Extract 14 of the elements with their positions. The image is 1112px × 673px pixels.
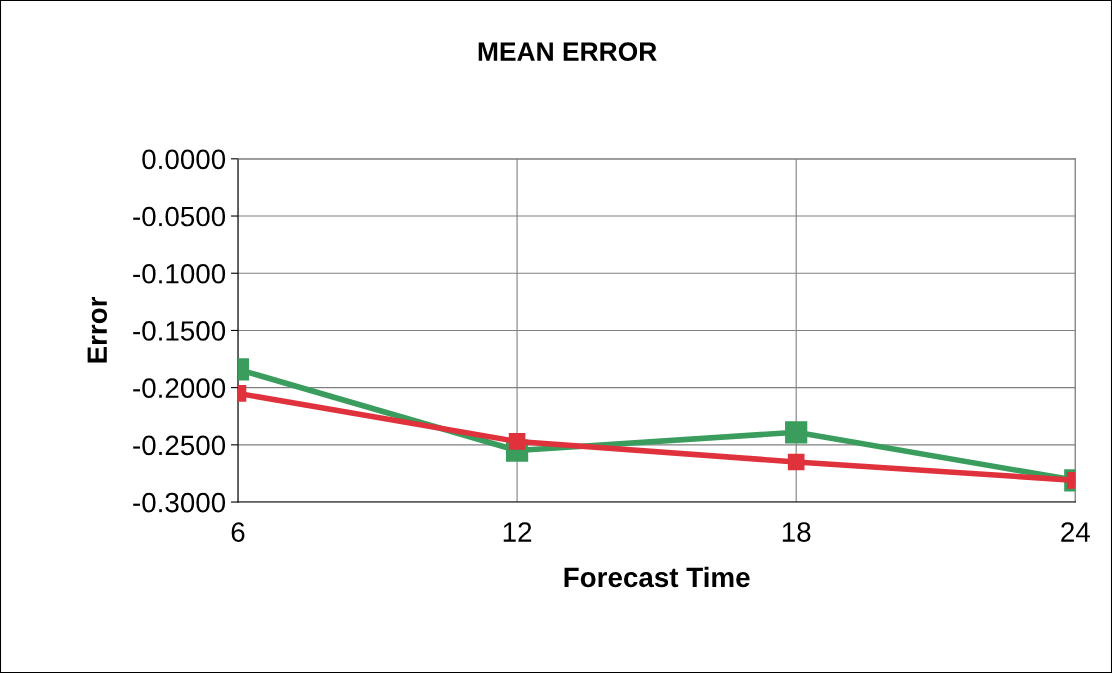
y-tick-label: -0.2000 [133, 378, 226, 398]
x-tick-label: 24 [1061, 522, 1090, 542]
y-tick-label: -0.1000 [133, 263, 226, 284]
x-axis-title: Forecast Time [564, 566, 750, 588]
x-tick-label: 6 [231, 522, 245, 542]
y-tick-label: -0.1500 [133, 321, 226, 341]
x-tick-label: 12 [503, 522, 532, 542]
y-tick-label: -0.2500 [133, 435, 226, 456]
x-tick-label: 18 [782, 522, 811, 542]
chart-title: MEAN ERROR [478, 42, 657, 61]
y-tick-label: -0.0500 [133, 206, 226, 227]
y-tick-label: 0.0000 [142, 149, 226, 170]
y-tick-label: -0.3000 [133, 492, 226, 513]
y-axis-title: Error [87, 296, 108, 363]
